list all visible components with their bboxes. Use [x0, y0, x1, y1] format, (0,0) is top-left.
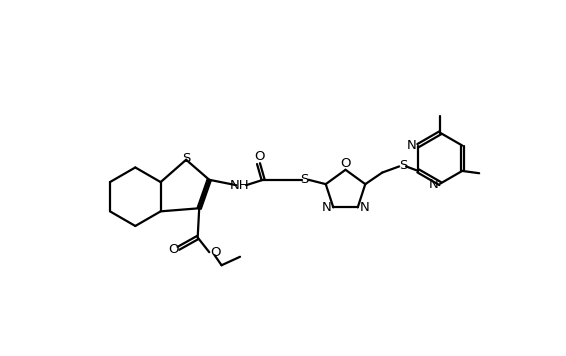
Text: N: N	[428, 178, 438, 191]
Text: S: S	[399, 159, 407, 172]
Text: O: O	[254, 150, 264, 163]
Text: N: N	[321, 201, 331, 214]
Text: N: N	[406, 139, 416, 152]
Text: S: S	[301, 173, 309, 185]
Text: O: O	[210, 246, 221, 259]
Text: O: O	[168, 242, 178, 256]
Text: NH: NH	[230, 179, 250, 192]
Text: N: N	[360, 201, 370, 214]
Text: S: S	[182, 152, 190, 166]
Text: O: O	[340, 157, 351, 170]
